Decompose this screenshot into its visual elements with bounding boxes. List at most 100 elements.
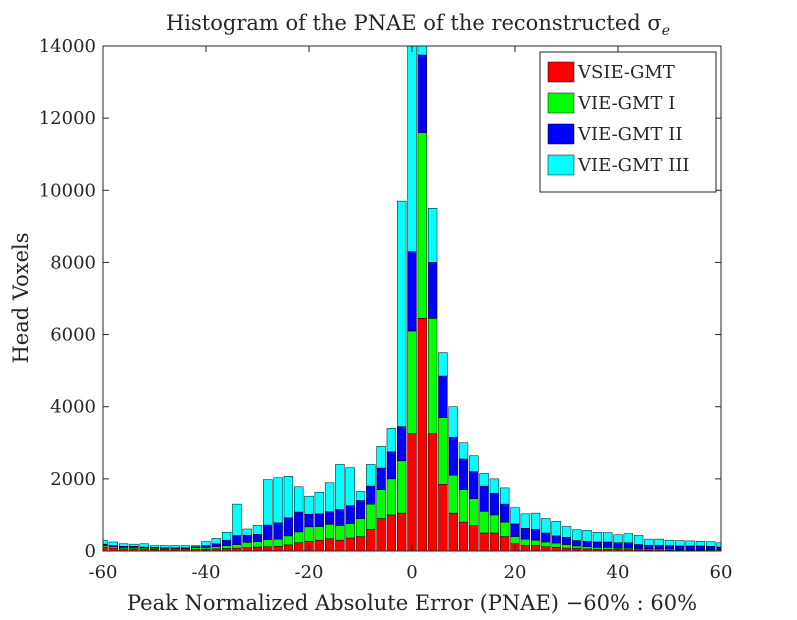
bar-vsie-gmt-27 (376, 518, 386, 552)
bar-vie-gmt-ii-17 (273, 522, 283, 540)
bar-vie-gmt-i-15 (252, 541, 263, 548)
bar-vie-gmt-i-44 (551, 542, 561, 548)
bar-vie-gmt-ii-59 (706, 546, 716, 551)
bar-vie-gmt-iii-44 (551, 521, 561, 537)
bar-vie-gmt-iii-24 (345, 467, 355, 506)
bar-vie-gmt-iii-35 (458, 442, 469, 460)
bar-vie-gmt-ii-16 (263, 524, 273, 540)
bar-vie-gmt-ii-19 (294, 511, 304, 533)
bar-vie-gmt-iii-41 (520, 513, 530, 529)
bar-vsie-gmt-42 (530, 545, 541, 552)
bar-vie-gmt-ii-34 (448, 437, 458, 476)
bar-vie-gmt-iii-23 (335, 464, 345, 510)
bar-vsie-gmt-31 (417, 318, 427, 552)
bar-vsie-gmt-43 (541, 546, 551, 552)
bar-vsie-gmt-17 (273, 546, 283, 552)
bar-vsie-gmt-33 (438, 484, 448, 552)
y-tick-label: 10000 (39, 180, 96, 201)
bar-vie-gmt-iii-30 (407, 45, 417, 252)
bar-vsie-gmt-26 (366, 529, 376, 552)
bar-vie-gmt-iii-13 (232, 503, 242, 536)
bar-vsie-gmt-30 (407, 433, 417, 552)
bar-vie-gmt-ii-53 (644, 544, 654, 550)
bar-vie-gmt-i-40 (510, 536, 520, 545)
bar-vie-gmt-ii-39 (500, 503, 510, 523)
bar-vie-gmt-iii-4 (139, 543, 149, 548)
bar-vie-gmt-i-32 (427, 318, 438, 435)
bar-vie-gmt-iii-7 (170, 545, 180, 549)
bar-vie-gmt-iii-2 (118, 543, 129, 547)
legend-label: VIE-GMT III (577, 155, 690, 176)
bar-vie-gmt-iii-48 (592, 531, 603, 543)
bar-vie-gmt-i-25 (355, 518, 366, 537)
y-tick-label: 2000 (50, 469, 96, 490)
bars-layer (102, 45, 722, 552)
bar-vie-gmt-ii-48 (592, 541, 603, 548)
bar-vie-gmt-ii-41 (520, 528, 530, 540)
y-tick-label: 6000 (50, 325, 96, 346)
bar-vie-gmt-iii-59 (706, 541, 716, 547)
bar-vie-gmt-i-13 (232, 544, 242, 549)
y-axis-label: Head Voxels (9, 232, 33, 363)
bar-vie-gmt-i-48 (592, 547, 603, 550)
bar-vie-gmt-i-35 (458, 489, 469, 523)
legend-label: VIE-GMT I (577, 93, 675, 114)
chart-title: Histogram of the PNAE of the reconstruct… (166, 11, 670, 39)
bar-vsie-gmt-35 (458, 521, 469, 552)
bar-vie-gmt-ii-23 (335, 509, 345, 526)
bar-vie-gmt-iii-29 (397, 200, 407, 427)
legend: VSIE-GMT VIE-GMT I VIE-GMT II VIE-GMT III (539, 51, 717, 193)
bar-vie-gmt-iii-45 (561, 526, 572, 538)
bar-vsie-gmt-23 (335, 539, 345, 552)
bar-vie-gmt-iii-18 (283, 476, 294, 519)
bar-vie-gmt-i-33 (438, 417, 448, 485)
bar-vie-gmt-ii-42 (530, 529, 541, 541)
bar-vie-gmt-iii-6 (160, 545, 170, 549)
bar-vie-gmt-ii-60 (716, 546, 722, 551)
bar-vie-gmt-iii-25 (355, 491, 366, 501)
bar-vie-gmt-i-20 (304, 526, 314, 542)
chart-title-main: Histogram of the PNAE of the reconstruct… (166, 11, 662, 35)
bar-vie-gmt-ii-38 (489, 493, 500, 516)
bar-vie-gmt-iii-12 (221, 531, 232, 541)
bar-vie-gmt-i-45 (561, 544, 572, 549)
y-tick-label: 12000 (39, 108, 96, 129)
y-tick-label: 8000 (50, 252, 96, 273)
bar-vie-gmt-i-22 (324, 524, 335, 539)
x-axis-label: Peak Normalized Absolute Error (PNAE) −6… (127, 591, 697, 615)
bar-vie-gmt-iii-57 (685, 540, 695, 547)
bar-vie-gmt-iii-32 (427, 208, 438, 263)
bar-vie-gmt-ii-47 (582, 541, 592, 547)
bar-vie-gmt-i-21 (314, 526, 324, 541)
bar-vsie-gmt-18 (283, 544, 294, 552)
bar-vie-gmt-i-23 (335, 525, 345, 541)
bar-vsie-gmt-39 (500, 536, 510, 552)
bar-vie-gmt-i-24 (345, 523, 355, 539)
bar-vie-gmt-ii-57 (685, 545, 695, 550)
bar-vie-gmt-ii-46 (572, 540, 582, 547)
bar-vie-gmt-i-49 (603, 547, 613, 550)
bar-vie-gmt-i-30 (407, 330, 417, 435)
bar-vie-gmt-i-41 (520, 538, 530, 546)
bar-vie-gmt-i-27 (376, 489, 386, 519)
bar-vie-gmt-iii-42 (530, 512, 541, 530)
bar-vie-gmt-i-17 (273, 538, 283, 547)
bar-vsie-gmt-29 (397, 512, 407, 552)
bar-vie-gmt-ii-35 (458, 458, 469, 490)
bar-vie-gmt-ii-56 (675, 545, 685, 550)
bar-vie-gmt-iii-60 (716, 542, 722, 548)
bar-vie-gmt-ii-45 (561, 537, 572, 545)
bar-vie-gmt-ii-58 (695, 545, 706, 550)
x-tick-label: 20 (504, 562, 527, 583)
bar-vie-gmt-iii-10 (201, 541, 211, 546)
y-tick-label: 0 (85, 541, 96, 562)
bar-vie-gmt-iii-17 (273, 477, 283, 524)
y-tick-label: 14000 (39, 36, 96, 57)
bar-vie-gmt-iii-14 (242, 528, 252, 536)
bar-vie-gmt-iii-47 (582, 530, 592, 542)
legend-swatch (547, 154, 575, 176)
bar-vsie-gmt-34 (448, 512, 458, 552)
bar-vsie-gmt-36 (469, 525, 479, 552)
bar-vie-gmt-ii-21 (314, 513, 324, 527)
